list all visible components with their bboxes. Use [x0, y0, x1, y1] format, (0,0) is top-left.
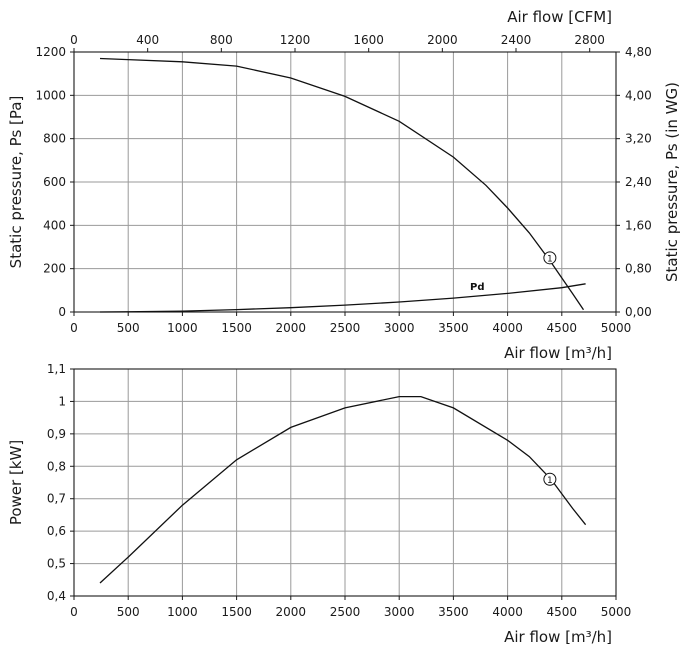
operating-point-marker	[543, 251, 557, 265]
y-tick-label: 1000	[35, 88, 66, 102]
top-tick-label: 400	[136, 33, 159, 47]
x-axis-label: Air flow [m³/h]	[504, 628, 612, 646]
x-tick-label: 4500	[547, 321, 578, 335]
x-tick-label: 0	[70, 605, 78, 619]
y-tick-label: 0,4	[47, 589, 66, 603]
static-pressure-curve	[99, 57, 585, 311]
x-tick-label: 4000	[492, 321, 523, 335]
pressure-chart: 0 500 1000 1500 2000 2500 3000 3500 4000 4500 5000…	[7, 8, 681, 362]
right-tick-label: 4,80	[625, 45, 652, 59]
operating-point-marker	[543, 472, 557, 486]
y-axis-label: Power [kW]	[7, 440, 25, 525]
y-tick-label: 0,8	[47, 459, 66, 473]
operating-point-label: 1	[547, 254, 553, 264]
pd-series-label: Pd	[470, 282, 485, 293]
top-tick-label: 1200	[280, 33, 311, 47]
x-tick-label: 3000	[384, 321, 415, 335]
x-tick-label: 1000	[167, 321, 198, 335]
top-tick-label: 800	[210, 33, 233, 47]
right-tick-label: 3,20	[625, 132, 652, 146]
x-tick-label: 4500	[547, 605, 578, 619]
right-tick-label: 2,40	[625, 175, 652, 189]
top-tick-label: 2400	[501, 33, 532, 47]
x-tick-label: 1000	[167, 605, 198, 619]
top-tick-label: 0	[70, 33, 78, 47]
x-axis-bottom-label: Air flow [m³/h]	[504, 344, 612, 362]
x-axis-top-label: Air flow [CFM]	[507, 8, 612, 26]
x-tick-label: 2500	[330, 605, 361, 619]
y-tick-label: 800	[43, 132, 66, 146]
x-tick-label: 3500	[438, 605, 469, 619]
y-tick-label: 0	[58, 305, 66, 319]
y-tick-label: 1200	[35, 45, 66, 59]
y-tick-label: 200	[43, 262, 66, 276]
dynamic-pressure-curve	[99, 283, 586, 313]
x-tick-label: 5000	[601, 321, 632, 335]
y-tick-label: 400	[43, 218, 66, 232]
right-tick-label: 4,00	[625, 88, 652, 102]
operating-point-label: 1	[547, 476, 553, 486]
y-tick-label: 1,1	[47, 362, 66, 376]
x-tick-label: 500	[117, 321, 140, 335]
x-tick-label: 4000	[492, 605, 523, 619]
right-tick-label: 0,00	[625, 305, 652, 319]
y-axis-right-label: Static pressure, Ps (in WG)	[663, 82, 681, 282]
y-tick-label: 600	[43, 175, 66, 189]
top-tick-label: 2000	[427, 33, 458, 47]
y-axis-left-label: Static pressure, Ps [Pa]	[7, 96, 25, 269]
x-tick-label: 2000	[276, 321, 307, 335]
right-tick-label: 0,80	[625, 262, 652, 276]
x-tick-label: 5000	[601, 605, 632, 619]
power-chart: 0 500 1000 1500 2000 2500 3000 3500 4000 4500 5000…	[7, 362, 631, 646]
y-tick-label: 1	[58, 394, 66, 408]
y-tick-label: 0,5	[47, 557, 66, 571]
top-tick-label: 2800	[574, 33, 605, 47]
x-tick-label: 1500	[221, 321, 252, 335]
x-tick-label: 1500	[221, 605, 252, 619]
y-tick-label: 0,9	[47, 427, 66, 441]
top-tick-label: 1600	[353, 33, 384, 47]
x-tick-label: 3000	[384, 605, 415, 619]
y-tick-label: 0,7	[47, 492, 66, 506]
x-tick-label: 3500	[438, 321, 469, 335]
x-tick-label: 500	[117, 605, 140, 619]
right-tick-label: 1,60	[625, 218, 652, 232]
x-tick-label: 2500	[330, 321, 361, 335]
y-tick-label: 0,6	[47, 524, 66, 538]
x-tick-label: 0	[70, 321, 78, 335]
x-tick-label: 2000	[276, 605, 307, 619]
power-curve	[99, 395, 587, 584]
